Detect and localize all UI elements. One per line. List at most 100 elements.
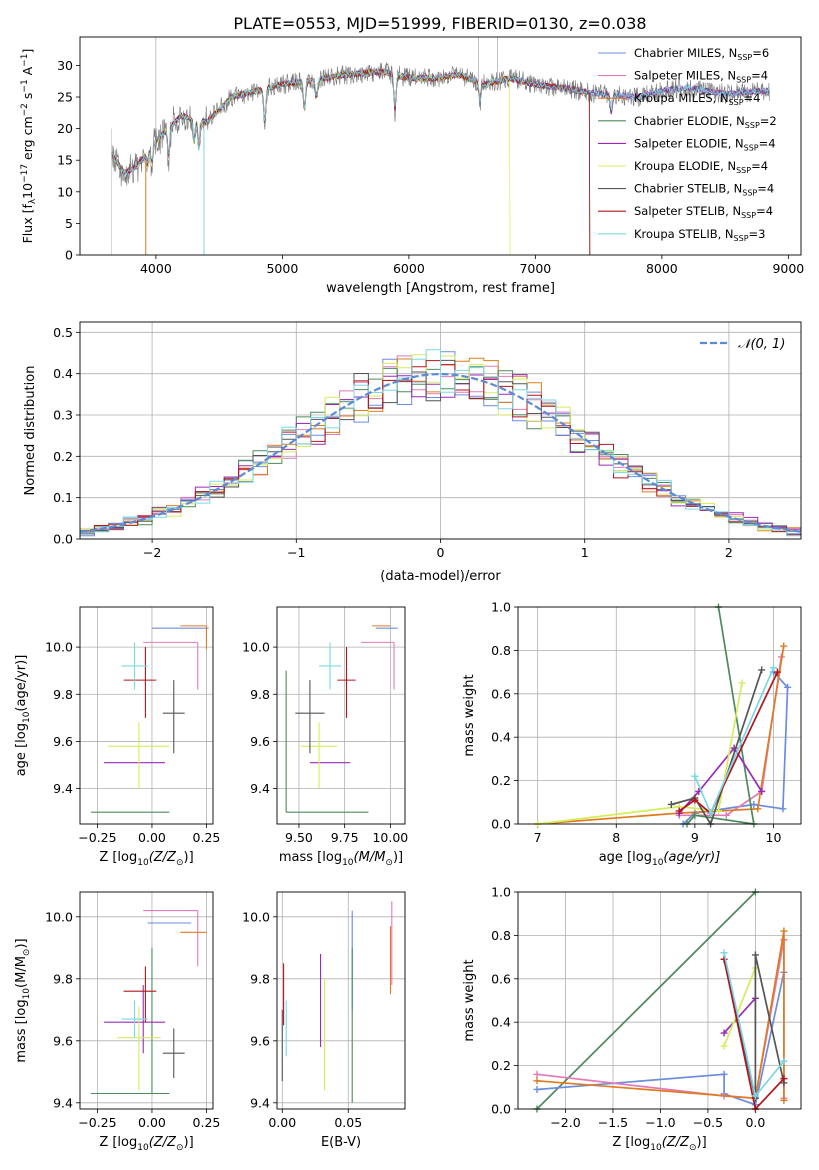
y-tick-label: 0.0	[491, 817, 511, 832]
axes-frame	[517, 606, 802, 825]
residual_hist-axes: −2 −1 0 1 2 0.0 0.1 0.2 0.3 0.4 0.5 (data-model)/er…	[23, 321, 802, 584]
y-tick-label: 0.1	[53, 490, 73, 505]
label-part: SSP	[737, 53, 752, 62]
label-part: (Z/Z	[149, 850, 177, 865]
label-part: SSP	[744, 143, 759, 152]
weight-marker-kroupa_elodie	[738, 679, 746, 687]
x-tick-label: 0.05	[334, 1115, 362, 1130]
x-tick-label: 0.00	[138, 830, 166, 845]
weight-marker-chabrier_miles	[533, 1085, 541, 1093]
legend-label-chabrier_miles: Chabrier MILES, NSSP=6	[634, 46, 769, 62]
weight-line-chabrier_elodie	[536, 891, 756, 1110]
y-tick-label: 10	[57, 184, 73, 199]
spectrum-axes: 4000 5000 6000 7000 8000 9000 0 5 10 15 20 25 30 wave…	[20, 36, 804, 296]
label-part: SSP	[742, 189, 757, 198]
weight-marker-kroupa_miles	[533, 1077, 541, 1085]
x-tick-label: −0.25	[78, 830, 116, 845]
x-tick-label: 7000	[519, 261, 551, 276]
weight_vs_age-plot-area	[534, 603, 792, 828]
weight-marker-kroupa_elodie	[720, 1042, 728, 1050]
label-part: Chabrier ELODIE, N	[634, 114, 745, 128]
label-part: Z [log	[99, 1135, 137, 1150]
label-part: Z [log	[99, 850, 137, 865]
label-part: −17	[20, 164, 30, 183]
y-tick-label: 9.4	[53, 781, 73, 796]
x-tick-label: 6000	[393, 261, 425, 276]
y-tick-label: 10.0	[242, 640, 270, 655]
weight-marker-salpeter_stelib	[675, 807, 683, 815]
weight-line-chabrier_stelib	[671, 669, 763, 827]
label-part: ⊙	[22, 949, 32, 957]
mass_vs_Z-plot-area	[90, 910, 207, 1095]
errorbar-point-kroupa_elodie	[300, 722, 338, 789]
y-tick-label: 0.0	[491, 1102, 511, 1117]
x-tick-label: 4000	[140, 261, 172, 276]
label-part: age [log	[14, 723, 29, 776]
legend-label-normal: 𝒩(0, 1)	[738, 337, 785, 352]
label-part: −2	[20, 103, 30, 116]
label-part: Flux [f	[20, 204, 35, 244]
weight-marker-chabrier_stelib	[751, 951, 759, 959]
y-tick-label: 1.0	[491, 885, 511, 900]
label-part: (age/yr)]	[14, 655, 29, 712]
errorbar-point-kroupa_elodie	[108, 722, 170, 789]
x-tick-label: 5000	[266, 261, 298, 276]
axes-frame	[276, 891, 406, 1110]
errorbar-point-chabrier_stelib	[162, 1028, 185, 1078]
legend-label-salpeter_miles: Salpeter MILES, NSSP=4	[634, 69, 768, 85]
weight-marker-kroupa_miles	[780, 1096, 788, 1104]
x-axis-label: Z [log10(Z/Z⊙)]	[612, 1135, 706, 1153]
y-tick-label: 0.4	[491, 1015, 511, 1030]
x-tick-label: 0	[437, 545, 445, 560]
label-part: Z [log	[612, 1135, 650, 1150]
axes-frame	[517, 891, 802, 1110]
y-tick-label: 10.0	[242, 909, 270, 924]
label-part: SSP	[734, 234, 749, 243]
y-tick-label: 20	[57, 121, 73, 136]
label-part: 10	[650, 1143, 662, 1153]
label-part: SSP	[736, 76, 751, 85]
weight-marker-chabrier_miles	[779, 805, 787, 813]
weight-line-kroupa_miles	[536, 930, 785, 1101]
errorbar-point-salpeter_stelib	[123, 647, 157, 718]
y-tick-label: 9.8	[53, 687, 73, 702]
weight-line-kroupa_elodie	[537, 682, 743, 825]
x-axis-label: E(B-V)	[321, 1135, 361, 1150]
y-tick-label: 0.6	[491, 686, 511, 701]
x-axis-label: Z [log10(Z/Z⊙)]	[99, 850, 193, 868]
x-tick-label: −1.0	[645, 1115, 675, 1130]
axes-frame	[79, 36, 802, 256]
weight-marker-kroupa_miles	[754, 805, 762, 813]
label-part: Chabrier MILES, N	[634, 46, 737, 60]
x-tick-label: 2	[725, 545, 733, 560]
errorbar-point-kroupa_stelib	[121, 1000, 148, 1038]
x-tick-label: 0.25	[193, 1115, 221, 1130]
y-axis-label: mass weight	[462, 674, 477, 756]
age_vs_Z-plot-area	[90, 625, 209, 813]
x-tick-label: −2.0	[550, 1115, 580, 1130]
label-part: (M/M	[14, 956, 29, 988]
errorbar-point-salpeter_miles	[143, 641, 199, 690]
mass_vs_Z-axes: −0.25 0.00 0.259.49.69.810.0Z [log10(Z/Z⊙)…	[14, 891, 221, 1153]
x-axis-label: mass [log10(M/M⊙)]	[279, 850, 403, 868]
label-part: ⊙	[385, 858, 393, 868]
y-tick-label: 25	[57, 90, 73, 105]
label-part: Salpeter MILES, N	[634, 69, 736, 83]
x-tick-label: 7	[534, 830, 542, 845]
y-tick-label: 9.4	[53, 1095, 73, 1110]
weight-marker-kroupa_stelib	[751, 1092, 759, 1100]
legend-label-chabrier_stelib: Chabrier STELIB, NSSP=4	[634, 182, 774, 198]
age_vs_mass-axes: 9.50 9.75 10.00 9.4 9.6 9.8 10.0 mass [log10(M/…	[242, 606, 408, 868]
label-part: SSP	[736, 166, 751, 175]
label-part: −1	[20, 54, 30, 67]
label-part: )]	[184, 1135, 194, 1150]
label-part: =2	[760, 114, 777, 128]
x-tick-label: 1	[581, 545, 589, 560]
label-part: SSP	[729, 98, 744, 107]
weight-marker-kroupa_stelib	[691, 772, 699, 780]
label-part: 10	[20, 183, 35, 199]
x-tick-label: 8	[612, 830, 620, 845]
x-tick-label: −1	[287, 545, 305, 560]
